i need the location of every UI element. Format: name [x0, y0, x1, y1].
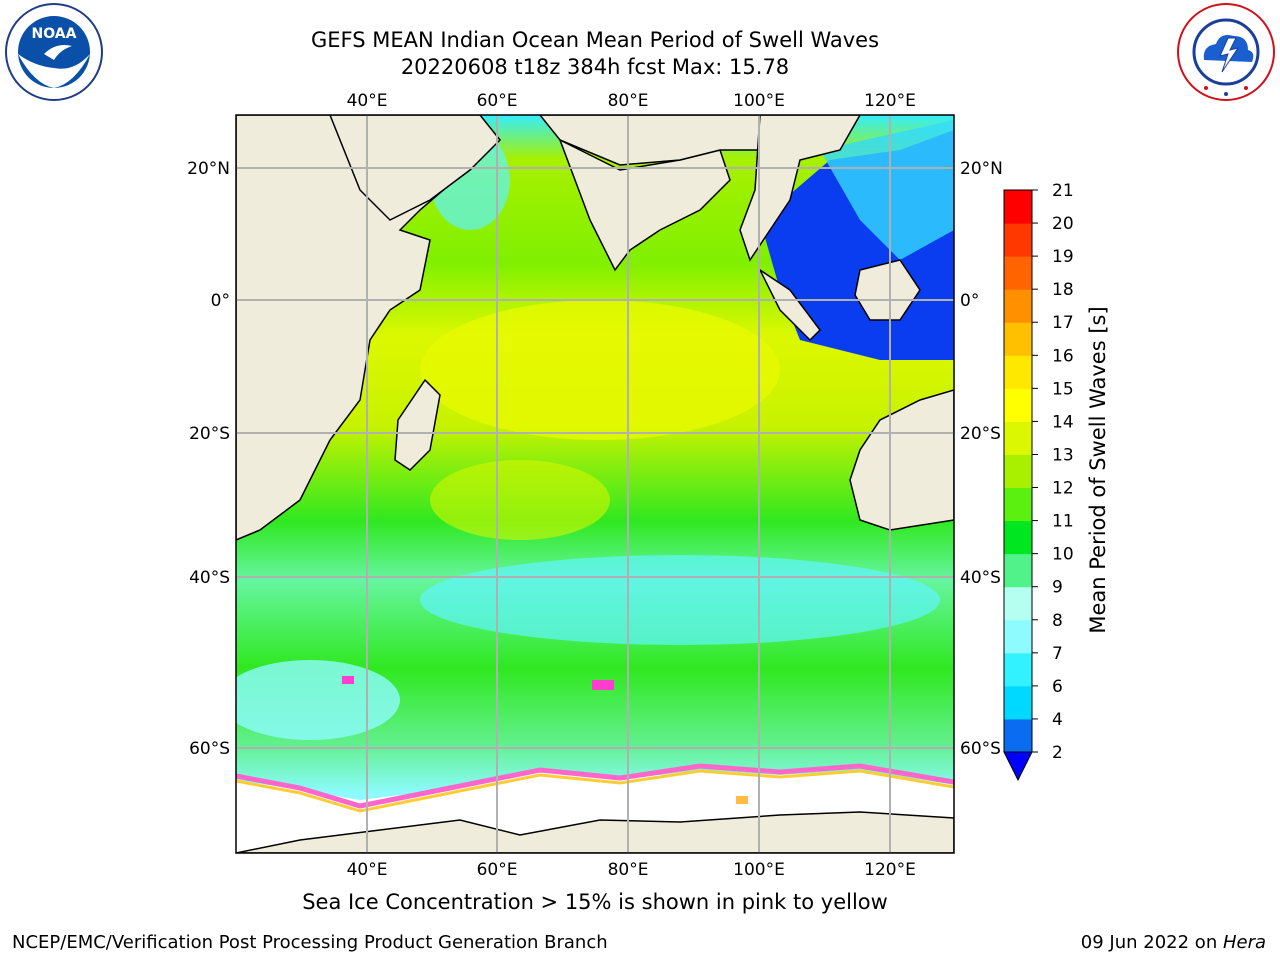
- footer-credit: NCEP/EMC/Verification Post Processing Pr…: [12, 932, 608, 953]
- colorbar-tick-label: 4: [1052, 710, 1063, 730]
- right-lat-label: 40°S: [960, 568, 1001, 588]
- left-lat-label: 0°: [211, 291, 230, 311]
- map-title: GEFS MEAN Indian Ocean Mean Period of Sw…: [310, 28, 880, 52]
- colorbar-tick-label: 19: [1052, 247, 1074, 267]
- colorbar-swatch: [1004, 520, 1032, 555]
- colorbar-tick-label: 16: [1052, 346, 1074, 366]
- graticule: [236, 115, 954, 853]
- colorbar-tick-label: 12: [1052, 479, 1074, 499]
- top-lon-label: 80°E: [608, 91, 649, 111]
- colorbar-tick-label: 9: [1052, 578, 1063, 598]
- colorbar-swatch: [1004, 553, 1032, 588]
- colorbar-swatch: [1004, 256, 1032, 290]
- colorbar-swatch: [1004, 652, 1032, 687]
- colorbar-swatch: [1004, 190, 1032, 224]
- nws-logo-icon: [1177, 3, 1275, 101]
- colorbar-swatch: [1004, 586, 1032, 621]
- left-lat-label: 20°N: [187, 159, 230, 179]
- colorbar-swatch: [1004, 454, 1032, 489]
- colorbar-swatch: [1004, 487, 1032, 522]
- colorbar-swatch: [1004, 619, 1032, 654]
- colorbar-tick-label: 18: [1052, 280, 1074, 300]
- colorbar-swatch: [1004, 223, 1032, 257]
- sea-ice-note: Sea Ice Concentration > 15% is shown in …: [302, 890, 888, 914]
- right-lat-label: 20°N: [960, 159, 1003, 179]
- top-lon-label: 40°E: [347, 91, 388, 111]
- colorbar-swatch: [1004, 421, 1032, 455]
- bottom-lon-label: 40°E: [347, 860, 388, 880]
- left-lat-label: 60°S: [189, 739, 230, 759]
- right-lat-label: 60°S: [960, 739, 1001, 759]
- land-indochina: [739, 115, 861, 262]
- colorbar-swatch: [1004, 322, 1032, 356]
- left-lat-label: 20°S: [189, 424, 230, 444]
- colorbar-tick-label: 11: [1052, 512, 1074, 532]
- colorbar-swatch: [1004, 388, 1032, 422]
- colorbar-tick-label: 14: [1052, 412, 1074, 432]
- colorbar-tick-label: 2: [1052, 743, 1063, 763]
- colorbar: 2 4 6 7 8 9 10 11 12 13 14 15 16 17 18 19 20 21: [1003, 181, 1074, 782]
- bottom-lon-label: 80°E: [608, 860, 649, 880]
- bottom-lon-label: 60°E: [477, 860, 518, 880]
- map-field: [236, 115, 954, 853]
- top-lon-label: 100°E: [733, 91, 785, 111]
- land-borneo: [854, 259, 921, 321]
- colorbar-tick-label: 21: [1052, 181, 1074, 201]
- colorbar-tick-label: 10: [1052, 545, 1074, 565]
- footer-date: 09 Jun 2022 on Hera: [1081, 932, 1266, 953]
- colorbar-label: Mean Period of Swell Waves [s]: [1086, 306, 1110, 633]
- colorbar-swatch: [1004, 355, 1032, 389]
- colorbar-under-arrow: [1003, 751, 1033, 782]
- noaa-logo-text: NOAA: [32, 26, 77, 42]
- colorbar-swatch: [1004, 685, 1032, 720]
- colorbar-tick-label: 15: [1052, 379, 1074, 399]
- map-frame: [235, 114, 955, 854]
- right-lat-label: 20°S: [960, 424, 1001, 444]
- footer-host: Hera: [1222, 932, 1266, 953]
- colorbar-frame: [1003, 189, 1033, 753]
- noaa-logo-icon: NOAA: [5, 3, 103, 101]
- land-australia: [849, 389, 954, 531]
- top-lon-label: 120°E: [864, 91, 916, 111]
- colorbar-tick-label: 13: [1052, 445, 1074, 465]
- bottom-lon-label: 120°E: [864, 860, 916, 880]
- colorbar-tick-label: 8: [1052, 611, 1063, 631]
- colorbar-tick-label: 17: [1052, 313, 1074, 333]
- colorbar-swatch: [1004, 289, 1032, 323]
- map-subtitle: 20220608 t18z 384h fcst Max: 15.78: [400, 55, 790, 79]
- left-lat-label: 40°S: [189, 568, 230, 588]
- sea-ice-edge: [236, 763, 954, 809]
- footer-date-text: 09 Jun 2022 on: [1080, 932, 1223, 953]
- land-sumatra: [758, 267, 821, 342]
- swell-core-high: [420, 300, 780, 440]
- top-lon-label: 60°E: [477, 91, 518, 111]
- colorbar-swatch: [1004, 718, 1032, 753]
- right-lat-label: 0°: [960, 291, 979, 311]
- bottom-lon-label: 100°E: [733, 860, 785, 880]
- colorbar-tick-label: 6: [1052, 677, 1063, 697]
- land-madagascar: [394, 378, 441, 471]
- colorbar-tick-label: 7: [1052, 644, 1063, 664]
- colorbar-tick-label: 20: [1052, 214, 1074, 234]
